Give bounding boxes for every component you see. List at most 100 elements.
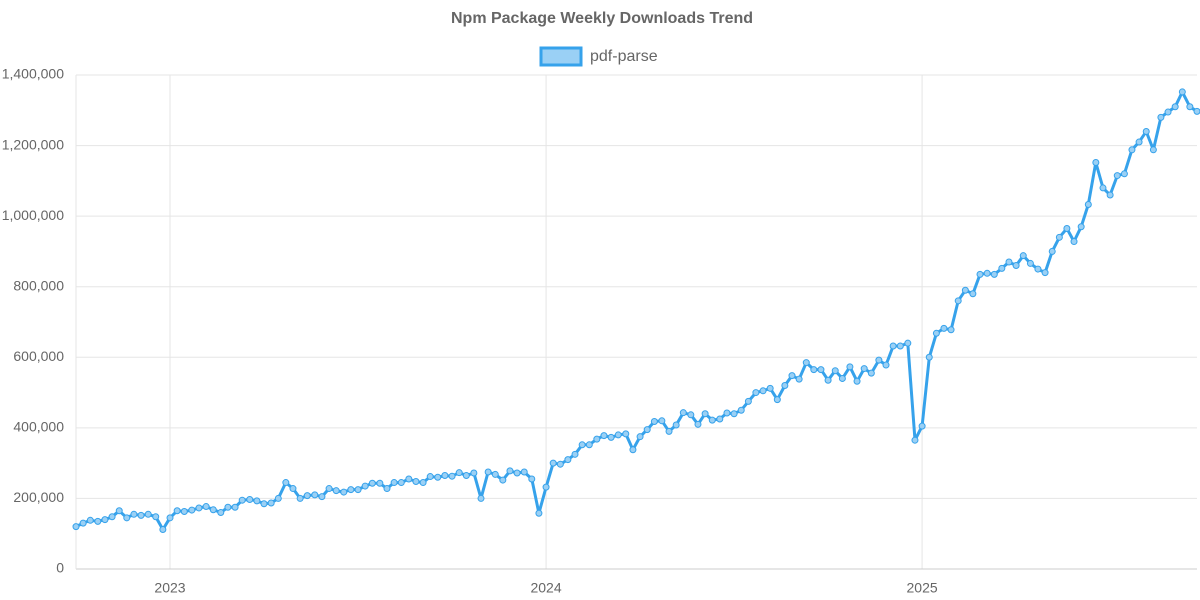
point (961, 286, 969, 294)
point (585, 441, 593, 449)
point (665, 427, 673, 435)
point (405, 475, 413, 483)
point (506, 467, 514, 475)
point (282, 479, 290, 487)
point (209, 506, 217, 514)
point (115, 507, 123, 515)
point (180, 507, 188, 515)
point (296, 494, 304, 502)
point (1084, 200, 1092, 208)
point (795, 375, 803, 383)
point (1099, 184, 1107, 192)
point (614, 431, 622, 439)
point (882, 361, 890, 369)
point (998, 264, 1006, 272)
point (578, 441, 586, 449)
point (658, 417, 666, 425)
point (253, 497, 261, 505)
point (376, 479, 384, 487)
point (860, 365, 868, 373)
point (708, 416, 716, 424)
point (773, 396, 781, 404)
point (1026, 259, 1034, 267)
point (419, 479, 427, 487)
x-tick-label: 2023 (154, 580, 185, 596)
point (289, 485, 297, 493)
point (246, 495, 254, 503)
point (1120, 170, 1128, 178)
point (983, 269, 991, 277)
point (166, 514, 174, 522)
point (130, 510, 138, 518)
point (173, 507, 181, 515)
point (238, 496, 246, 504)
point (347, 486, 355, 494)
point (904, 339, 912, 347)
point (426, 473, 434, 481)
point (1128, 146, 1136, 154)
point (152, 513, 160, 521)
point (513, 469, 521, 477)
point (340, 488, 348, 496)
point (925, 353, 933, 361)
point (940, 324, 948, 332)
point (759, 387, 767, 395)
point (542, 483, 550, 491)
point (332, 487, 340, 495)
point (889, 342, 897, 350)
legend-label: pdf-parse (590, 48, 658, 65)
point (622, 430, 630, 438)
point (108, 513, 116, 521)
point (672, 421, 680, 429)
point (737, 406, 745, 414)
x-tick-label: 2025 (907, 580, 938, 596)
point (1019, 252, 1027, 260)
point (434, 473, 442, 481)
point (824, 376, 832, 384)
y-tick-label: 1,200,000 (2, 136, 64, 152)
point (1070, 238, 1078, 246)
point (499, 476, 507, 484)
point (730, 410, 738, 418)
point (1193, 107, 1200, 115)
y-tick-label: 1,000,000 (2, 207, 64, 223)
point (390, 479, 398, 487)
line (75, 90, 1198, 531)
legend-swatch (539, 46, 583, 67)
point (455, 469, 463, 477)
point (94, 517, 102, 525)
point (629, 446, 637, 454)
point (477, 494, 485, 502)
point (781, 382, 789, 390)
point (564, 456, 572, 464)
point (441, 471, 449, 479)
y-tick-label: 400,000 (13, 419, 64, 435)
point (716, 415, 724, 423)
point (528, 475, 536, 483)
point (462, 471, 470, 479)
x-tick-label: 2024 (530, 580, 561, 596)
point (969, 290, 977, 298)
point (636, 433, 644, 441)
point (1034, 265, 1042, 273)
point (1048, 247, 1056, 255)
point (976, 270, 984, 278)
point (368, 479, 376, 487)
point (1157, 113, 1165, 121)
point (1142, 127, 1150, 135)
point (217, 509, 225, 517)
point (491, 470, 499, 478)
point (195, 504, 203, 512)
point (1106, 191, 1114, 199)
point (137, 511, 145, 519)
point (383, 485, 391, 493)
point (947, 326, 955, 334)
point (188, 506, 196, 514)
point (1041, 269, 1049, 277)
point (101, 516, 109, 524)
point (1113, 172, 1121, 180)
point (694, 420, 702, 428)
point (123, 514, 131, 522)
point (1055, 233, 1063, 241)
point (448, 472, 456, 480)
